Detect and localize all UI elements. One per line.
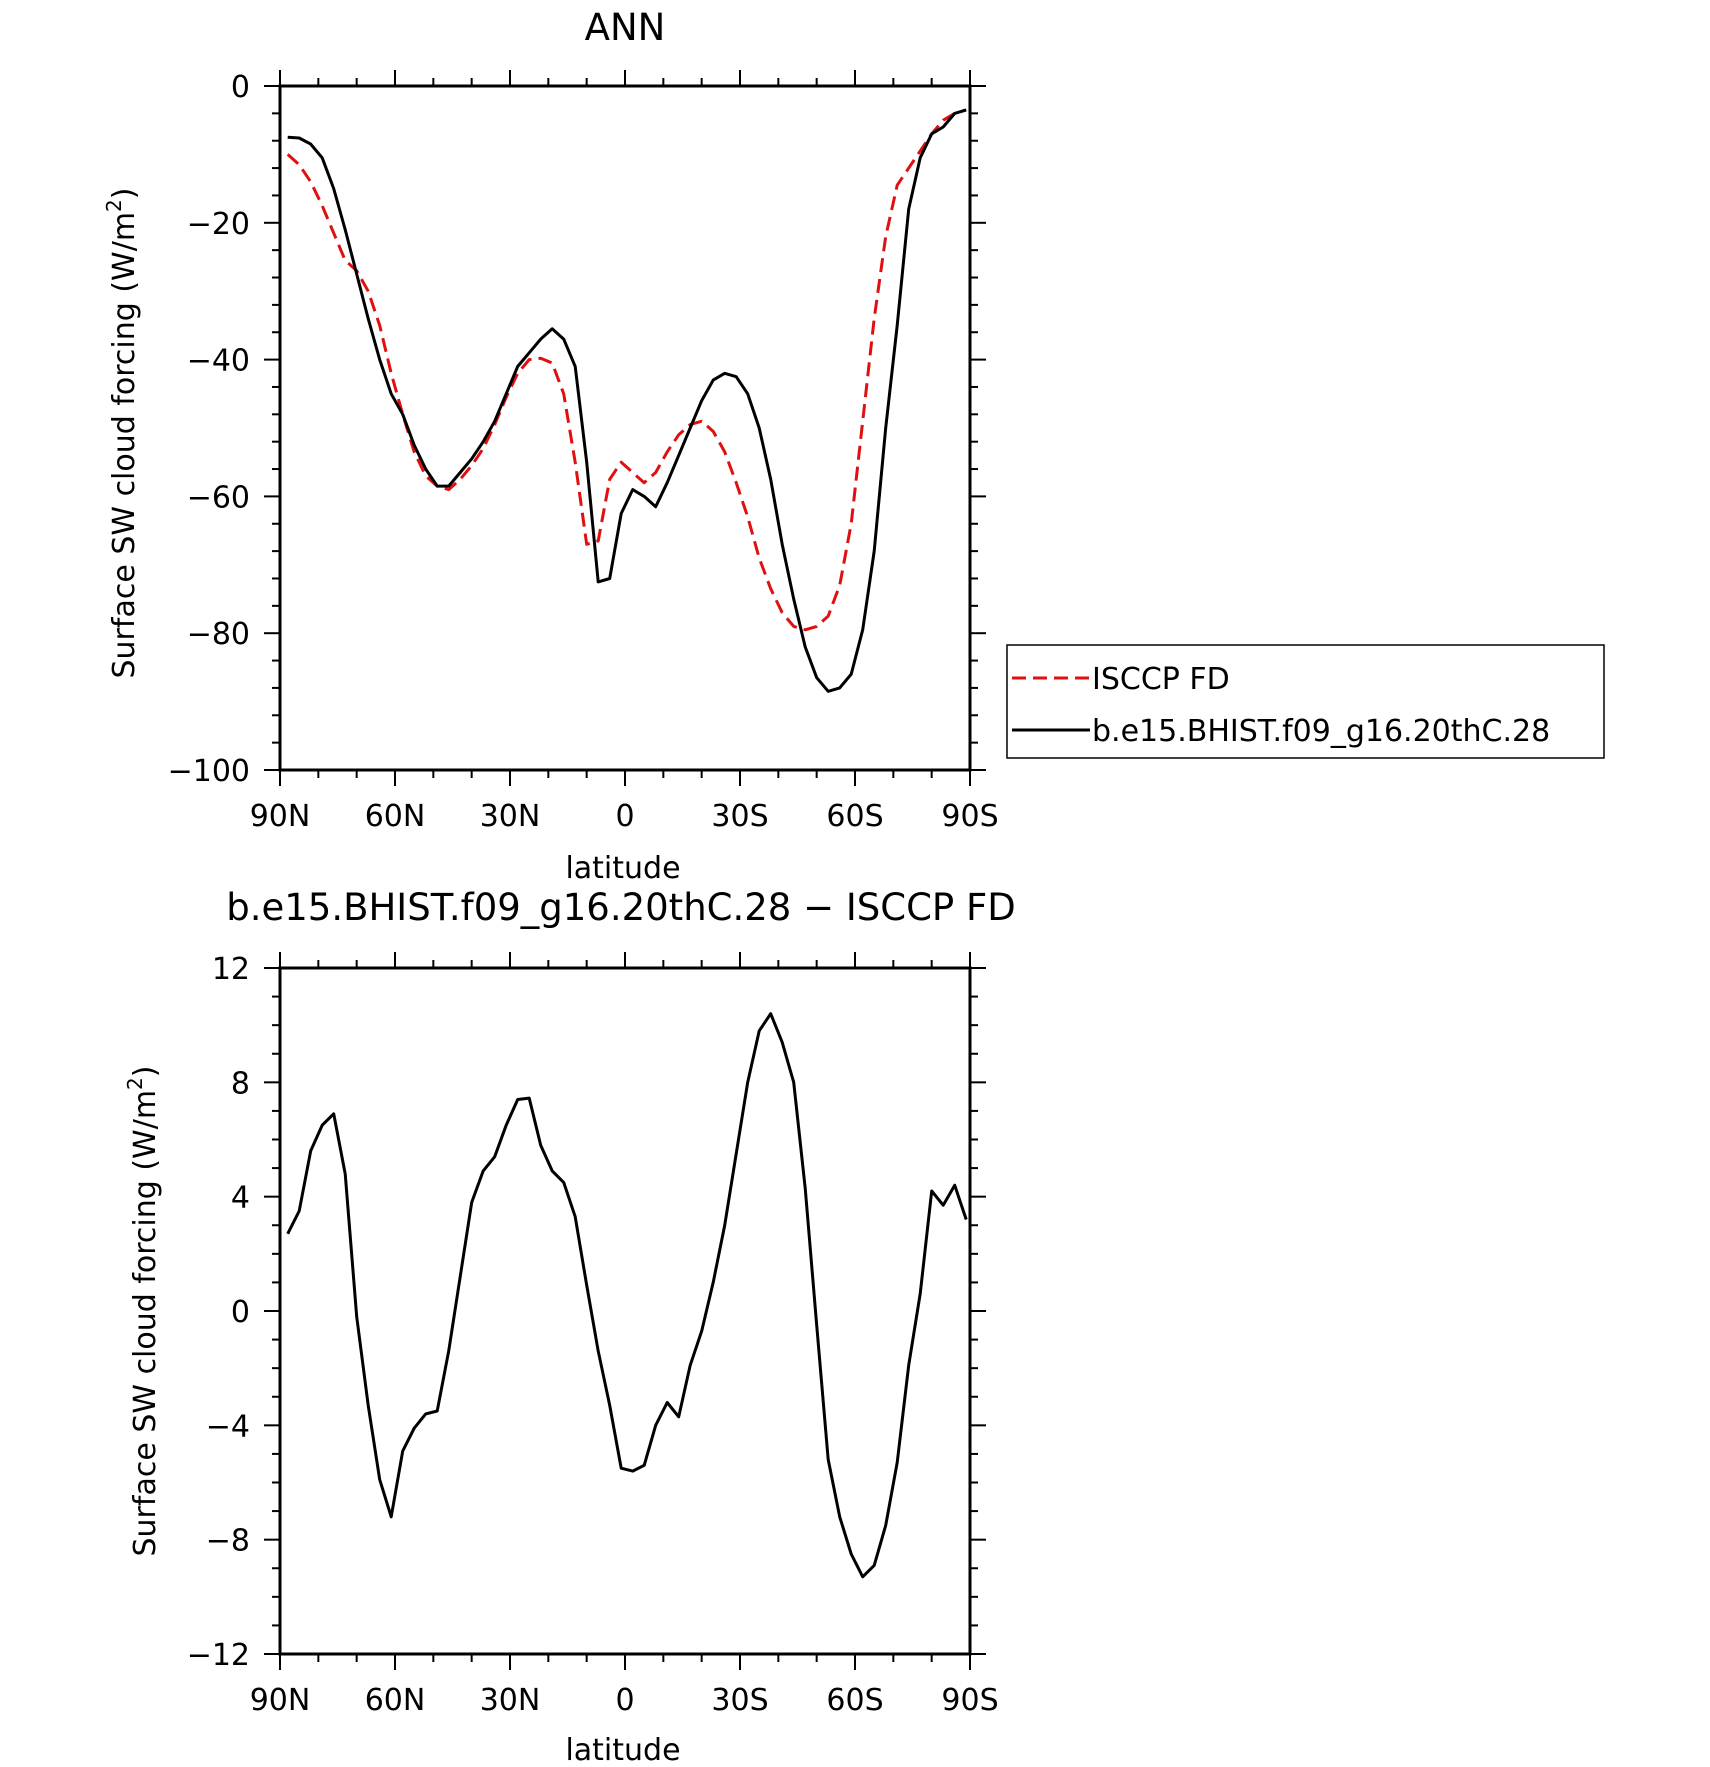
x-tick-label: 60S <box>826 799 883 834</box>
tick-marks <box>264 70 986 786</box>
chart-title: ANN <box>585 6 666 49</box>
tick-marks <box>264 952 986 1670</box>
plot-border <box>278 84 972 772</box>
plot-border <box>278 966 972 1656</box>
y-tick-label: −80 <box>187 617 250 652</box>
y-axis-label-main: Surface SW cloud forcing (W/m <box>107 212 142 679</box>
y-axis-label-main: Surface SW cloud forcing (W/m <box>128 1090 163 1557</box>
series-group <box>286 108 967 693</box>
legend: ISCCP FD b.e15.BHIST.f09_g16.20thC.28 <box>1006 644 1605 759</box>
chart-title: b.e15.BHIST.f09_g16.20thC.28 − ISCCP FD <box>226 886 1016 929</box>
x-tick-label: 60N <box>365 799 426 834</box>
y-axis-label-end: ) <box>107 187 142 199</box>
x-axis-label: latitude <box>565 1733 680 1767</box>
y-tick-label: 8 <box>231 1066 250 1101</box>
plot-frame <box>278 84 972 772</box>
plot-frame <box>278 966 972 1656</box>
chart-annual-mean: ANN 90N 60N 30N 0 30S 60S 90S 0 −20 −40 −60 −80 −100… <box>102 6 1605 886</box>
y-axis-label-superscript: 2 <box>123 1077 147 1090</box>
y-tick-label: 0 <box>231 1295 250 1330</box>
x-tick-label: 0 <box>615 799 634 834</box>
y-axis-label-superscript: 2 <box>102 199 126 212</box>
y-tick-label: 12 <box>212 952 250 987</box>
x-tick-label: 0 <box>615 1683 634 1718</box>
tick-labels: 90N 60N 30N 0 30S 60S 90S 12 8 4 0 −4 −8 −12 <box>187 952 999 1718</box>
x-tick-label: 30S <box>711 1683 768 1718</box>
x-tick-label: 30N <box>480 1683 541 1718</box>
y-tick-label: −8 <box>206 1524 250 1559</box>
legend-box <box>1006 644 1605 759</box>
series-line-difference <box>286 1012 968 1579</box>
x-tick-label: 30S <box>711 799 768 834</box>
y-tick-label: −20 <box>187 207 250 242</box>
x-tick-label: 90N <box>250 1683 311 1718</box>
x-axis-label: latitude <box>565 851 680 886</box>
y-tick-label: −40 <box>187 344 250 379</box>
x-tick-label: 90N <box>250 799 311 834</box>
y-axis-label-end: ) <box>128 1065 163 1077</box>
series-group <box>286 1012 968 1579</box>
x-tick-label: 60S <box>826 1683 883 1718</box>
y-axis-label: Surface SW cloud forcing (W/m2) <box>123 1065 163 1556</box>
y-tick-label: −12 <box>187 1638 250 1673</box>
x-tick-label: 90S <box>941 799 998 834</box>
legend-label-model: b.e15.BHIST.f09_g16.20thC.28 <box>1092 714 1550 749</box>
x-tick-label: 90S <box>941 1683 998 1718</box>
chart-difference: b.e15.BHIST.f09_g16.20thC.28 − ISCCP FD … <box>123 886 1016 1767</box>
x-tick-label: 30N <box>480 799 541 834</box>
series-line-isccp-fd <box>286 108 967 632</box>
legend-label-isccp: ISCCP FD <box>1092 662 1230 697</box>
x-tick-label: 60N <box>365 1683 426 1718</box>
tick-labels: 90N 60N 30N 0 30S 60S 90S 0 −20 −40 −60 −80 −100 <box>168 70 999 834</box>
y-tick-label: 0 <box>231 70 250 105</box>
y-tick-label: −100 <box>168 754 250 789</box>
y-tick-label: −60 <box>187 480 250 515</box>
y-axis-label: Surface SW cloud forcing (W/m2) <box>102 187 142 678</box>
y-tick-label: −4 <box>206 1409 250 1444</box>
y-tick-label: 4 <box>231 1181 250 1216</box>
series-line-model <box>287 108 967 693</box>
